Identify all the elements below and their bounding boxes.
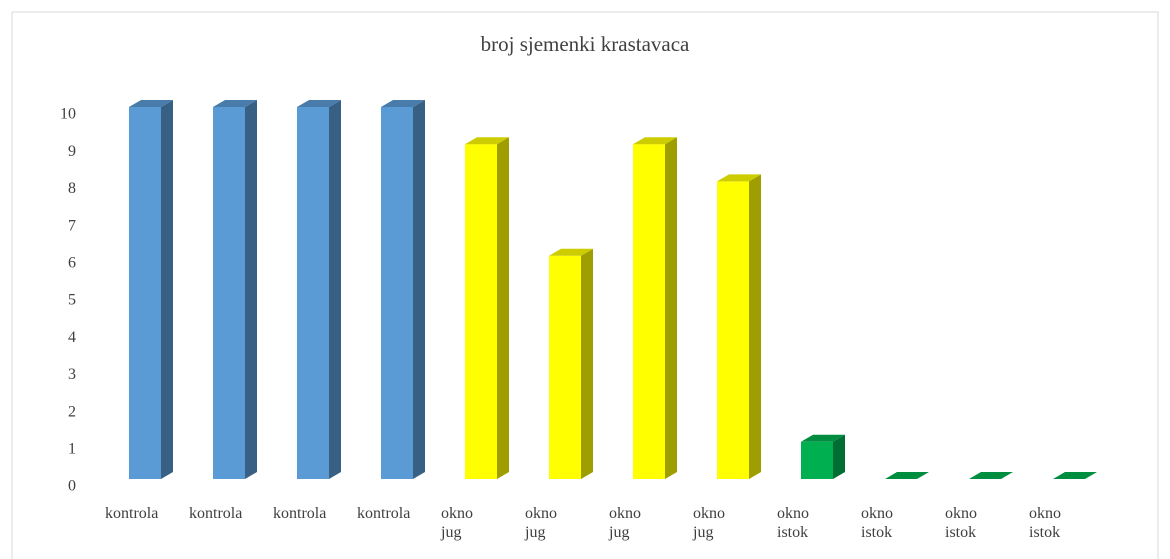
x-tick-label: okno istok: [861, 505, 893, 541]
bar: [717, 181, 749, 479]
bar-side: [749, 174, 761, 479]
y-tick-label: 8: [68, 180, 76, 197]
bar-side: [245, 100, 257, 479]
bar-side: [161, 100, 173, 479]
x-tick-label: kontrola: [105, 505, 159, 522]
bar: [381, 107, 413, 479]
y-tick-label: 10: [60, 106, 76, 123]
y-tick-label: 9: [68, 143, 76, 160]
x-tick-label: okno istok: [777, 505, 809, 541]
y-tick-label: 2: [68, 403, 76, 420]
y-tick-label: 0: [68, 478, 76, 495]
bar: [549, 255, 581, 479]
y-tick-label: 1: [68, 440, 76, 457]
bar: [297, 107, 329, 479]
y-tick-label: 4: [68, 329, 76, 346]
bar: [633, 144, 665, 479]
bar-top: [633, 137, 677, 145]
x-tick-label: kontrola: [189, 505, 243, 522]
bar-top: [129, 100, 173, 107]
bar-top: [1053, 472, 1097, 479]
bar-side: [581, 248, 593, 479]
bar-top: [549, 248, 593, 256]
bar: [213, 107, 245, 479]
y-tick-label: 5: [68, 292, 76, 309]
bar-top: [297, 100, 341, 107]
bar-top: [801, 434, 845, 442]
bar-top: [213, 100, 257, 107]
bar-top: [381, 100, 425, 107]
x-tick-label: kontrola: [273, 505, 327, 522]
y-tick-label: 3: [68, 366, 76, 383]
y-tick-label: 6: [68, 254, 76, 271]
bar-top: [969, 472, 1013, 479]
x-tick-label: okno istok: [1029, 505, 1061, 541]
bar-side: [497, 137, 509, 479]
chart-title: broj sjemenki krastavaca: [481, 32, 690, 56]
bar-top: [717, 174, 761, 182]
x-tick-label: okno jug: [525, 505, 557, 541]
bar: [465, 144, 497, 479]
bar-top: [465, 137, 509, 145]
x-tick-label: okno istok: [945, 505, 977, 541]
bar-side: [413, 100, 425, 479]
bar-side: [665, 137, 677, 479]
chart-border: [11, 11, 1159, 559]
x-tick-label: okno jug: [441, 505, 473, 541]
bar-top: [885, 472, 929, 479]
bar: [801, 441, 833, 479]
x-tick-label: okno jug: [609, 505, 641, 541]
bar-side: [833, 434, 845, 479]
y-tick-label: 7: [68, 217, 76, 234]
x-tick-label: okno jug: [693, 505, 725, 541]
x-tick-label: kontrola: [357, 505, 411, 522]
bar: [129, 107, 161, 479]
bar-side: [329, 100, 341, 479]
